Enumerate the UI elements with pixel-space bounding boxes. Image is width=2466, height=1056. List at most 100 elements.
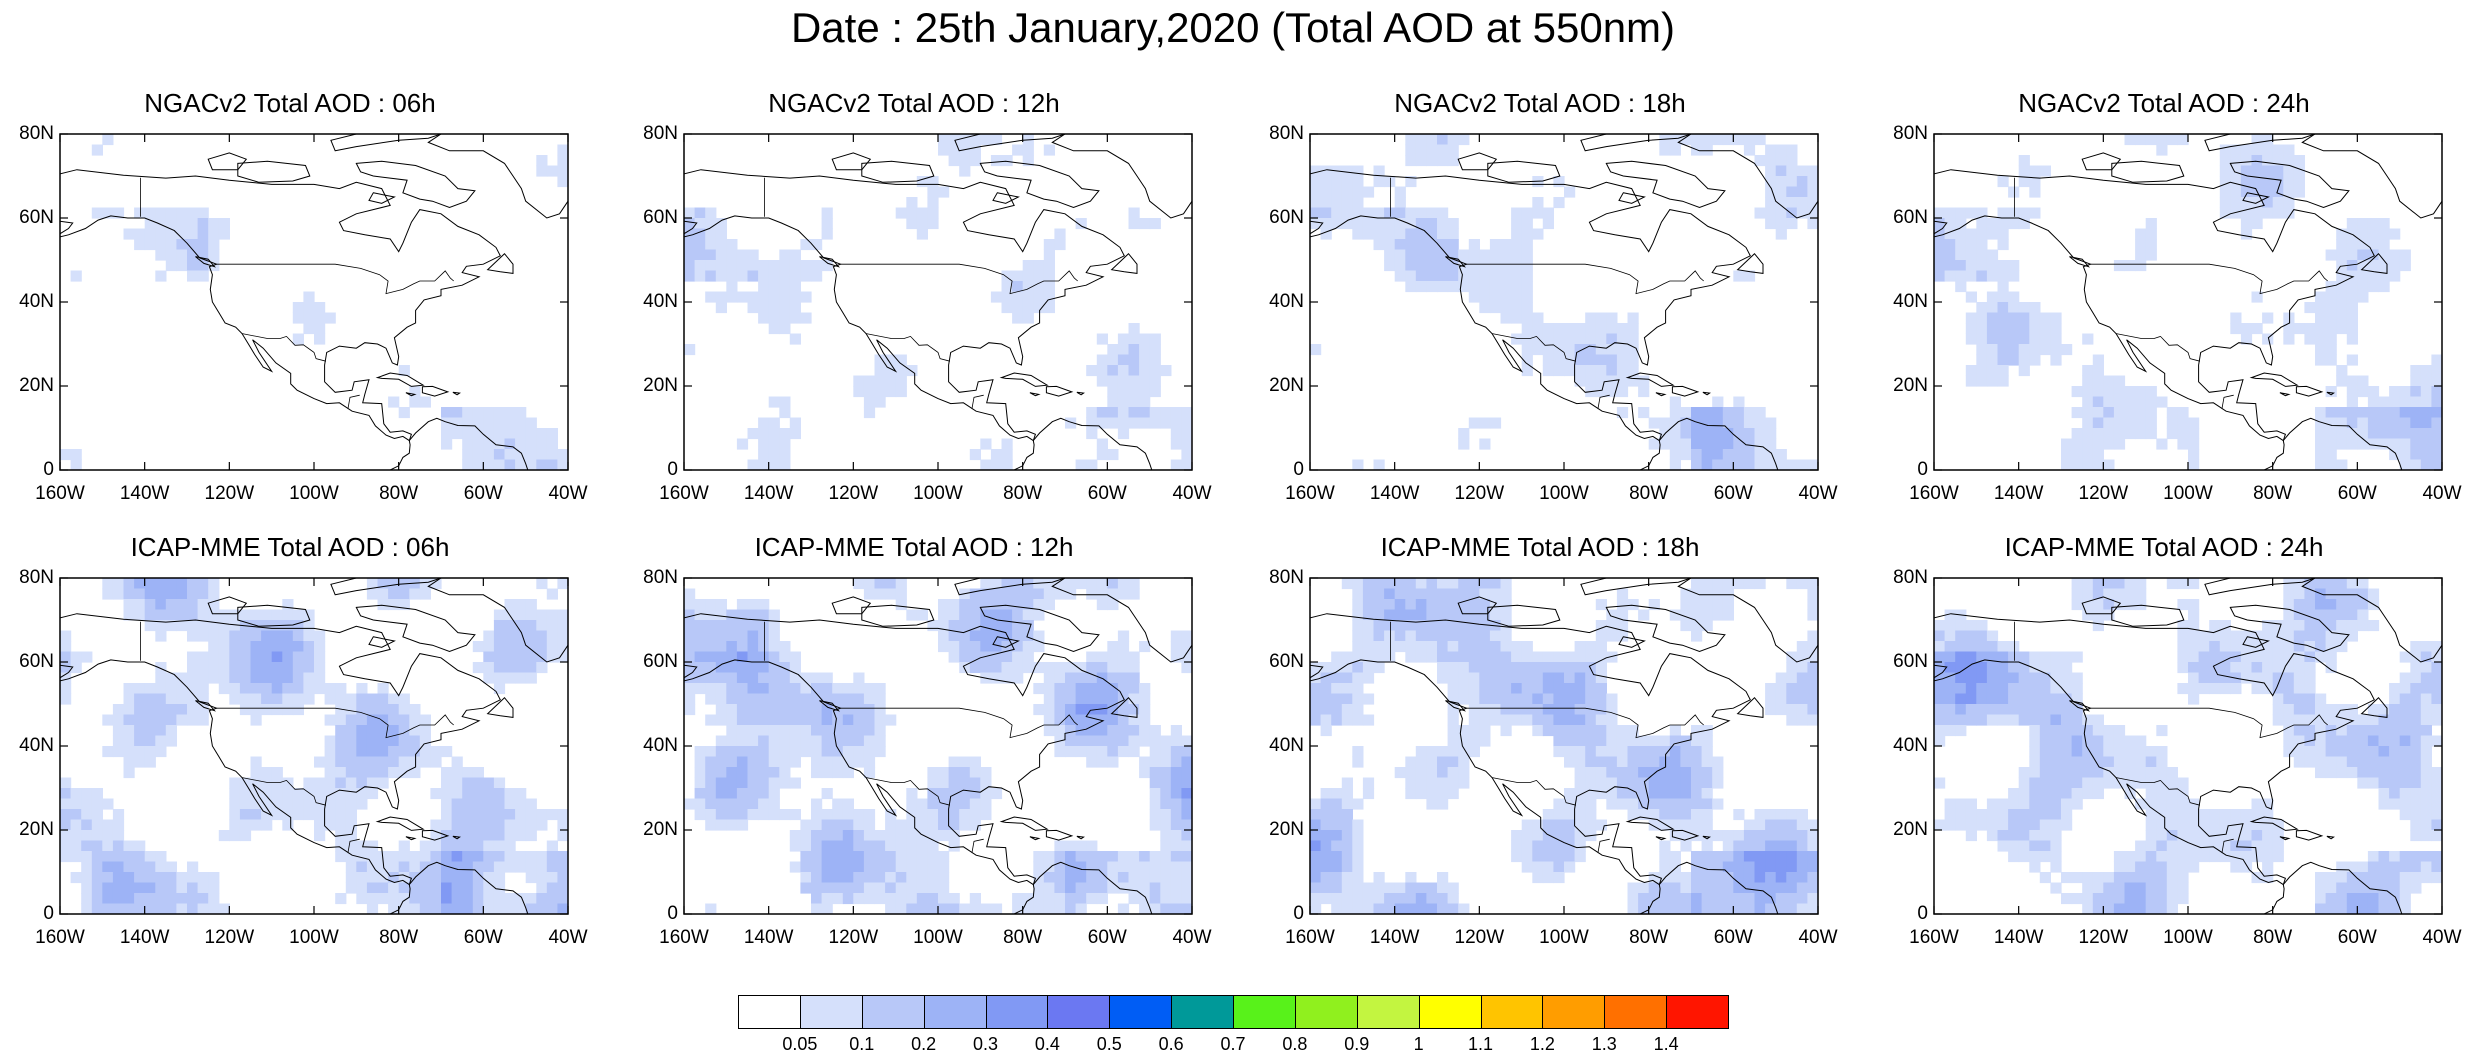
lat-label: 0 — [43, 903, 54, 924]
coastline — [195, 256, 216, 268]
lat-label: 0 — [667, 903, 678, 924]
coastline — [831, 152, 872, 171]
aod-map — [683, 577, 1193, 915]
coastline — [1076, 391, 1085, 396]
country-border — [971, 394, 984, 410]
panel-title: NGACv2 Total AOD : 06h — [144, 88, 436, 118]
coastline — [1029, 392, 1041, 397]
lon-label: 140W — [1993, 927, 2044, 948]
colorbar-label: 1.4 — [1653, 1034, 1679, 1054]
lat-label: 40N — [1269, 291, 1304, 312]
coastline — [375, 372, 425, 387]
lon-label: 60W — [1087, 483, 1127, 504]
coastline — [2111, 604, 2185, 627]
lat-label: 60N — [1893, 651, 1928, 672]
country-border — [2221, 838, 2234, 854]
lat-label: 0 — [1293, 459, 1304, 480]
coastline — [368, 192, 396, 204]
lon-label: 60W — [463, 483, 503, 504]
coastline — [2295, 385, 2324, 397]
lon-label: 160W — [35, 483, 85, 504]
aod-map — [1309, 133, 1819, 471]
coastline — [1310, 613, 1751, 886]
lat-label: 40N — [1269, 735, 1304, 756]
coastline — [330, 578, 442, 596]
aod-field — [1310, 134, 1818, 470]
coastline — [195, 700, 216, 712]
aod-map — [59, 133, 569, 471]
coastline — [819, 256, 840, 268]
aod-map — [1933, 577, 2443, 915]
country-border — [865, 333, 950, 362]
lon-label: 100W — [913, 927, 963, 948]
coastline — [2229, 160, 2350, 209]
colorbar-bin — [1171, 995, 1234, 1029]
coastline — [368, 636, 396, 648]
lon-label: 40W — [2422, 927, 2462, 948]
lon-label: 100W — [1539, 927, 1589, 948]
colorbar-label: 0.7 — [1220, 1034, 1246, 1054]
colorbar-bin — [1666, 995, 1729, 1029]
coastline — [427, 578, 568, 663]
panel-title: NGACv2 Total AOD : 12h — [768, 88, 1060, 118]
country-border — [1466, 707, 1704, 739]
country-border — [241, 333, 326, 362]
coastline — [1625, 372, 1675, 387]
coastline — [1736, 696, 1764, 718]
lon-label: 40W — [548, 483, 588, 504]
aod-field — [1934, 134, 2442, 470]
coastline — [60, 169, 501, 442]
colorbar-bin — [1356, 995, 1420, 1029]
coastline — [2263, 417, 2403, 470]
coastline — [237, 160, 311, 183]
map-panel: ICAP-MME Total AOD : 18h 80N 60N 40N 20N 0 160… — [1250, 532, 1837, 972]
lon-label: 120W — [1454, 483, 1505, 504]
lon-label: 100W — [2163, 927, 2213, 948]
coastline — [1051, 578, 1192, 663]
lat-label: 0 — [1917, 459, 1928, 480]
coastline — [1013, 861, 1153, 914]
aod-field — [684, 578, 1192, 914]
coastline — [1605, 160, 1726, 209]
panel-title: NGACv2 Total AOD : 18h — [1394, 88, 1686, 118]
aod-field — [60, 134, 568, 470]
lon-label: 120W — [1454, 927, 1505, 948]
lat-label: 40N — [19, 735, 54, 756]
country-border — [865, 777, 950, 806]
lon-label: 120W — [2078, 927, 2129, 948]
coastline — [1487, 160, 1561, 183]
coastline — [1655, 836, 1667, 841]
lon-label: 160W — [1285, 483, 1335, 504]
coastline — [819, 700, 840, 712]
lon-label: 40W — [548, 927, 588, 948]
coastline — [207, 152, 248, 171]
coastline — [1029, 836, 1041, 841]
lon-label: 40W — [1798, 483, 1838, 504]
lon-label: 60W — [1713, 483, 1753, 504]
lat-label: 40N — [1893, 735, 1928, 756]
lon-label: 40W — [2422, 483, 2462, 504]
lon-label: 80W — [2253, 483, 2293, 504]
lon-label: 160W — [1285, 927, 1335, 948]
coastline — [1580, 134, 1692, 152]
coastline — [1934, 169, 2375, 442]
coastline — [831, 596, 872, 615]
lat-label: 60N — [19, 651, 54, 672]
coastline — [405, 392, 417, 397]
coastline — [452, 391, 461, 396]
colorbar-bin — [923, 995, 987, 1029]
lat-label: 80N — [1269, 567, 1304, 588]
lat-label: 60N — [1269, 207, 1304, 228]
map-panel: ICAP-MME Total AOD : 12h 80N 60N 40N 20N 0 160… — [624, 532, 1211, 972]
lon-label: 120W — [828, 927, 879, 948]
coastline — [1618, 192, 1646, 204]
coastline — [1045, 829, 1074, 841]
lat-label: 80N — [19, 567, 54, 588]
coastline — [1639, 417, 1779, 470]
lat-label: 20N — [1893, 819, 1928, 840]
coastline — [1934, 613, 2375, 886]
coastline — [1677, 578, 1818, 663]
coastline — [2360, 252, 2388, 274]
lat-label: 60N — [1269, 651, 1304, 672]
lat-label: 20N — [1269, 819, 1304, 840]
